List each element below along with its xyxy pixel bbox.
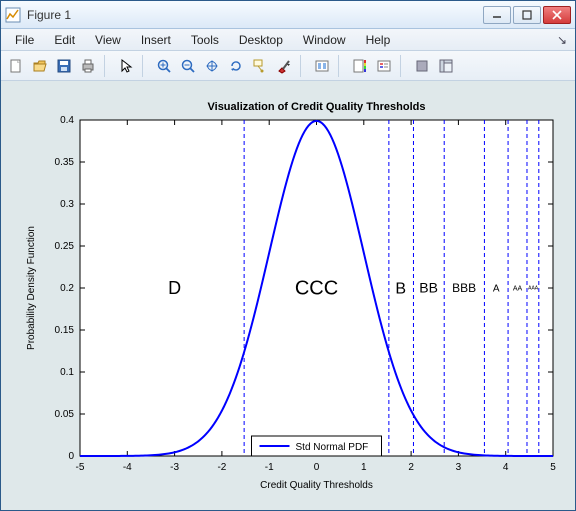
svg-text:CCC: CCC xyxy=(295,277,338,299)
titlebar[interactable]: Figure 1 xyxy=(1,1,575,29)
save-icon[interactable] xyxy=(53,55,75,77)
menubar: File Edit View Insert Tools Desktop Wind… xyxy=(1,29,575,51)
hide-plot-tools-icon[interactable] xyxy=(411,55,433,77)
link-icon[interactable] xyxy=(311,55,333,77)
svg-text:3: 3 xyxy=(456,462,462,473)
window-title: Figure 1 xyxy=(27,8,483,22)
rotate-icon[interactable] xyxy=(225,55,247,77)
figure-canvas[interactable]: -5 -4 -3 -2 -1 0 1 2 3 4 5 0 0.05 0.1 0.15 0.2 0.25 0.3 0.… xyxy=(1,81,575,510)
svg-text:0.3: 0.3 xyxy=(60,199,74,210)
zoom-in-icon[interactable] xyxy=(153,55,175,77)
matlab-figure-icon xyxy=(5,7,21,23)
svg-text:0.1: 0.1 xyxy=(60,367,74,378)
svg-text:D: D xyxy=(168,278,181,298)
svg-text:-5: -5 xyxy=(76,462,85,473)
menu-help[interactable]: Help xyxy=(358,31,399,49)
colorbar-icon[interactable] xyxy=(349,55,371,77)
svg-text:4: 4 xyxy=(503,462,509,473)
print-icon[interactable] xyxy=(77,55,99,77)
svg-text:0.35: 0.35 xyxy=(55,157,75,168)
pan-icon[interactable] xyxy=(201,55,223,77)
show-plot-tools-icon[interactable] xyxy=(435,55,457,77)
svg-text:Std Normal PDF: Std Normal PDF xyxy=(296,442,369,453)
zoom-out-icon[interactable] xyxy=(177,55,199,77)
svg-text:-3: -3 xyxy=(170,462,179,473)
svg-text:0.4: 0.4 xyxy=(60,115,74,126)
svg-text:0.05: 0.05 xyxy=(55,409,75,420)
menu-tools[interactable]: Tools xyxy=(183,31,227,49)
new-file-icon[interactable] xyxy=(5,55,27,77)
window-buttons xyxy=(483,6,571,24)
svg-text:-2: -2 xyxy=(217,462,226,473)
svg-text:Probability Density Function: Probability Density Function xyxy=(26,226,37,350)
svg-text:2: 2 xyxy=(408,462,414,473)
svg-text:0.15: 0.15 xyxy=(55,325,75,336)
pointer-icon[interactable] xyxy=(115,55,137,77)
svg-text:0.25: 0.25 xyxy=(55,241,75,252)
svg-text:BB: BB xyxy=(419,279,438,295)
svg-text:AAA: AAA xyxy=(528,285,539,291)
brush-icon[interactable] xyxy=(273,55,295,77)
menu-file[interactable]: File xyxy=(7,31,42,49)
toolbar xyxy=(1,51,575,81)
figure-window: Figure 1 File Edit View Insert Tools Des… xyxy=(0,0,576,511)
datacursor-icon[interactable] xyxy=(249,55,271,77)
svg-text:5: 5 xyxy=(550,462,556,473)
svg-text:Visualization of Credit Qualit: Visualization of Credit Quality Threshol… xyxy=(208,101,426,113)
svg-text:-4: -4 xyxy=(123,462,132,473)
svg-text:1: 1 xyxy=(361,462,367,473)
svg-text:0.2: 0.2 xyxy=(60,283,74,294)
menu-window[interactable]: Window xyxy=(295,31,354,49)
menu-insert[interactable]: Insert xyxy=(133,31,179,49)
dock-controls-icon[interactable]: ↘ xyxy=(557,33,569,47)
svg-text:-1: -1 xyxy=(265,462,274,473)
svg-text:A: A xyxy=(493,283,500,294)
minimize-button[interactable] xyxy=(483,6,511,24)
svg-text:Credit Quality Thresholds: Credit Quality Thresholds xyxy=(260,480,373,491)
svg-text:AA: AA xyxy=(513,285,523,292)
open-icon[interactable] xyxy=(29,55,51,77)
svg-text:B: B xyxy=(395,280,406,297)
close-button[interactable] xyxy=(543,6,571,24)
svg-text:0: 0 xyxy=(68,451,74,462)
legend-icon[interactable] xyxy=(373,55,395,77)
menu-edit[interactable]: Edit xyxy=(46,31,83,49)
maximize-button[interactable] xyxy=(513,6,541,24)
axes[interactable]: -5 -4 -3 -2 -1 0 1 2 3 4 5 0 0.05 0.1 0.15 0.2 0.25 0.3 0.… xyxy=(8,86,568,506)
menu-desktop[interactable]: Desktop xyxy=(231,31,291,49)
menu-view[interactable]: View xyxy=(87,31,129,49)
svg-text:0: 0 xyxy=(314,462,320,473)
svg-text:BBB: BBB xyxy=(452,281,476,295)
